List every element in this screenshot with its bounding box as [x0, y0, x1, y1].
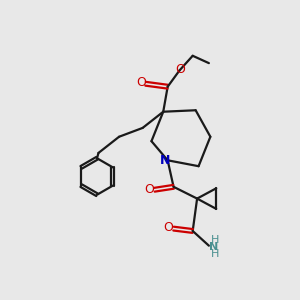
Text: H: H [211, 249, 220, 259]
Text: N: N [160, 154, 170, 167]
Text: O: O [175, 63, 185, 76]
Text: H: H [211, 236, 220, 245]
Text: N: N [209, 242, 218, 252]
Text: O: O [136, 76, 146, 89]
Text: O: O [163, 221, 173, 234]
Text: O: O [144, 183, 154, 196]
